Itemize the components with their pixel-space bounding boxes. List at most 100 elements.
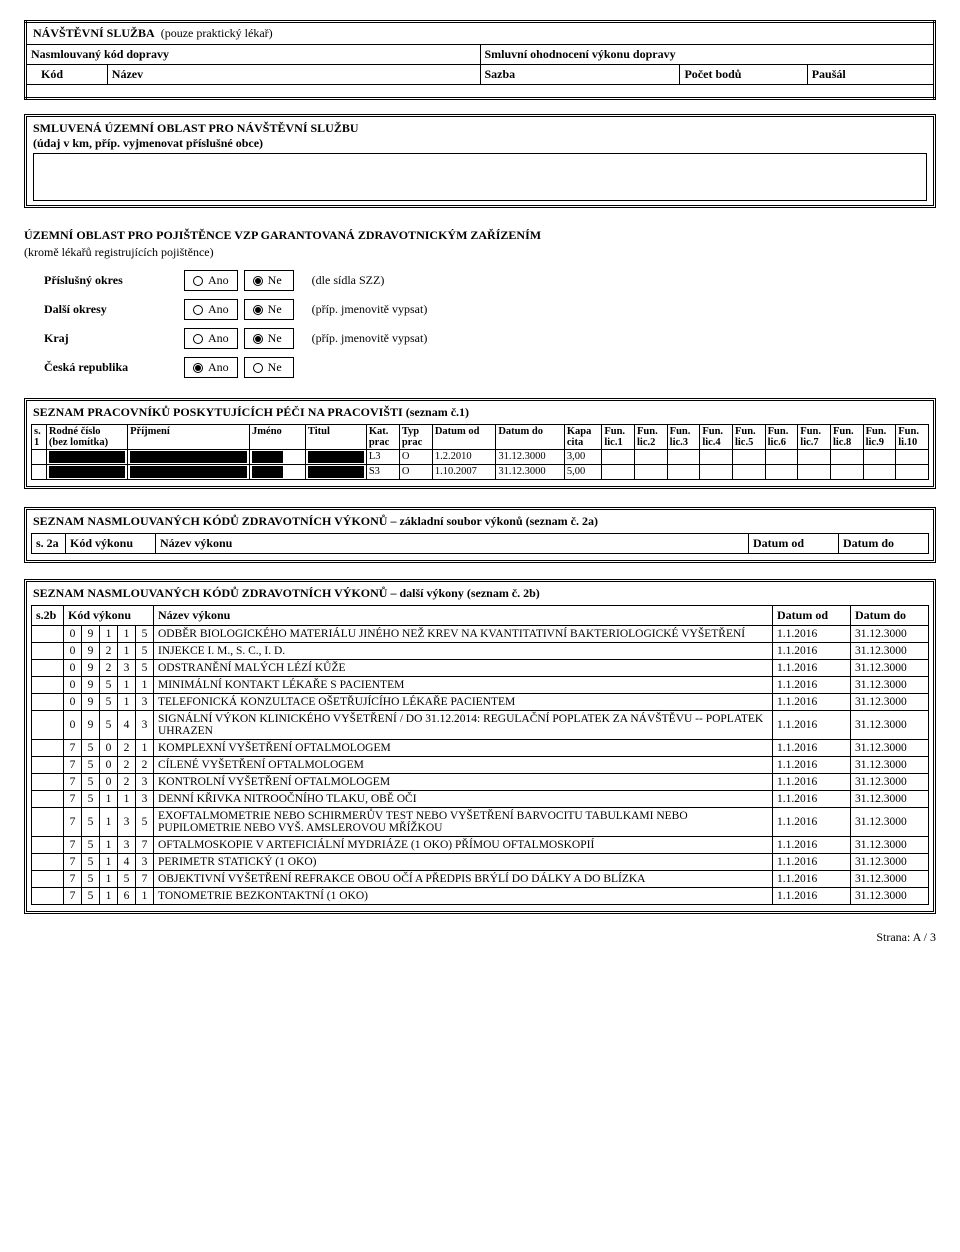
table-row: 75023KONTROLNÍ VYŠETŘENÍ OFTALMOLOGEM1.1… <box>32 774 929 791</box>
s-col <box>32 888 64 905</box>
datum-od: 1.1.2016 <box>773 660 851 677</box>
sec4-cell <box>305 465 366 480</box>
sec4-cell <box>798 465 831 480</box>
s-col <box>32 711 64 740</box>
radio-icon <box>253 334 263 344</box>
radio-ano[interactable]: Ano <box>184 270 238 291</box>
code-name: KOMPLEXNÍ VYŠETŘENÍ OFTALMOLOGEM <box>154 740 773 757</box>
s-col <box>32 740 64 757</box>
sec3-sub: (kromě lékařů registrujících pojištěnce) <box>24 245 936 260</box>
hdr-do2a: Datum do <box>839 534 929 554</box>
sec4-cell: S3 <box>366 465 399 480</box>
sec1-row2-left: Nasmlouvaný kód dopravy <box>26 45 481 65</box>
s-col <box>32 694 64 711</box>
code-digit: 5 <box>82 837 100 854</box>
sec2-input-area[interactable] <box>33 153 927 201</box>
radio-ne[interactable]: Ne <box>244 299 294 320</box>
code-digit: 9 <box>82 677 100 694</box>
code-name: OFTALMOSKOPIE V ARTEFICIÁLNÍ MYDRIÁZE (1… <box>154 837 773 854</box>
radio-icon <box>193 276 203 286</box>
visit-service-box: NÁVŠTĚVNÍ SLUŽBA (pouze praktický lékař)… <box>24 20 936 100</box>
table-row: 09235ODSTRANĚNÍ MALÝCH LÉZÍ KŮŽE1.1.2016… <box>32 660 929 677</box>
sec4-cell <box>896 465 929 480</box>
sec4-cell: L3 <box>366 450 399 465</box>
code-name: OBJEKTIVNÍ VYŠETŘENÍ REFRAKCE OBOU OČÍ A… <box>154 871 773 888</box>
radio-icon <box>193 305 203 315</box>
page-footer: Strana: A / 3 <box>24 930 936 945</box>
table-row: 75022CÍLENÉ VYŠETŘENÍ OFTALMOLOGEM1.1.20… <box>32 757 929 774</box>
radio-ne[interactable]: Ne <box>244 357 294 378</box>
table-row: 75113DENNÍ KŘIVKA NITROOČNÍHO TLAKU, OBĚ… <box>32 791 929 808</box>
code-digit: 7 <box>64 808 82 837</box>
sec4-th: Datum do <box>496 425 565 450</box>
datum-od: 1.1.2016 <box>773 626 851 643</box>
code-digit: 5 <box>82 854 100 871</box>
redacted-icon <box>308 451 364 463</box>
code-digit: 1 <box>118 694 136 711</box>
sec4-cell <box>250 465 306 480</box>
sec3-label: Další okresy <box>24 302 184 317</box>
code-name: TONOMETRIE BEZKONTAKTNÍ (1 OKO) <box>154 888 773 905</box>
redacted-icon <box>49 466 125 478</box>
sec4-th: Fun. lic.8 <box>830 425 863 450</box>
code-digit: 9 <box>82 643 100 660</box>
code-digit: 5 <box>82 791 100 808</box>
code-digit: 1 <box>100 808 118 837</box>
code-digit: 3 <box>136 791 154 808</box>
hdr-nazev: Název <box>107 65 480 85</box>
radio-ano[interactable]: Ano <box>184 299 238 320</box>
redacted-icon <box>130 466 247 478</box>
code-digit: 9 <box>82 626 100 643</box>
code-digit: 0 <box>64 677 82 694</box>
redacted-icon <box>252 451 283 463</box>
code-digit: 9 <box>82 694 100 711</box>
hdr-od2a: Datum od <box>749 534 839 554</box>
sec4-cell: O <box>399 450 432 465</box>
s-col <box>32 837 64 854</box>
sec4-th: Datum od <box>432 425 495 450</box>
sec2-sub: (údaj v km, příp. vyjmenovat příslušné o… <box>33 136 263 150</box>
workers-list: SEZNAM PRACOVNÍKŮ POSKYTUJÍCÍCH PÉČI NA … <box>24 398 936 489</box>
code-digit: 1 <box>136 740 154 757</box>
radio-ano[interactable]: Ano <box>184 328 238 349</box>
code-name: MINIMÁLNÍ KONTAKT LÉKAŘE S PACIENTEM <box>154 677 773 694</box>
code-digit: 5 <box>82 871 100 888</box>
sec4-cell <box>46 450 127 465</box>
hdr-s2a: s. 2a <box>32 534 66 554</box>
radio-icon <box>193 334 203 344</box>
sec4-cell <box>830 450 863 465</box>
code-digit: 6 <box>118 888 136 905</box>
datum-od: 1.1.2016 <box>773 757 851 774</box>
code-digit: 7 <box>136 871 154 888</box>
sec4-th: Rodné číslo (bez lomítka) <box>46 425 127 450</box>
redacted-icon <box>49 451 125 463</box>
code-name: ODSTRANĚNÍ MALÝCH LÉZÍ KŮŽE <box>154 660 773 677</box>
code-digit: 1 <box>136 677 154 694</box>
code-digit: 1 <box>118 677 136 694</box>
radio-icon <box>193 363 203 373</box>
s-col <box>32 774 64 791</box>
hdr-kod2a: Kód výkonu <box>66 534 156 554</box>
sec3-label: Česká republika <box>24 360 184 375</box>
sec4-cell <box>46 465 127 480</box>
radio-ano[interactable]: Ano <box>184 357 238 378</box>
sec4-th: Jméno <box>250 425 306 450</box>
code-digit: 5 <box>136 643 154 660</box>
radio-ne[interactable]: Ne <box>244 328 294 349</box>
redacted-icon <box>130 451 247 463</box>
code-digit: 7 <box>64 740 82 757</box>
sec4-cell: 31.12.3000 <box>496 465 565 480</box>
sec4-th: Fun. lic.3 <box>667 425 700 450</box>
code-digit: 2 <box>136 757 154 774</box>
datum-do: 31.12.3000 <box>851 871 929 888</box>
sec4-cell <box>667 450 700 465</box>
sec6-title: SEZNAM NASMLOUVANÝCH KÓDŮ ZDRAVOTNÍCH VÝ… <box>31 586 929 601</box>
codes-2a-table: s. 2a Kód výkonu Název výkonu Datum od D… <box>31 533 929 554</box>
code-digit: 0 <box>64 626 82 643</box>
radio-ne[interactable]: Ne <box>244 270 294 291</box>
datum-od: 1.1.2016 <box>773 774 851 791</box>
table-row: 75021KOMPLEXNÍ VYŠETŘENÍ OFTALMOLOGEM1.1… <box>32 740 929 757</box>
insured-territory: ÚZEMNÍ OBLAST PRO POJIŠTĚNCE VZP GARANTO… <box>24 228 936 378</box>
sec4-th: Fun. lic.7 <box>798 425 831 450</box>
code-digit: 0 <box>64 643 82 660</box>
